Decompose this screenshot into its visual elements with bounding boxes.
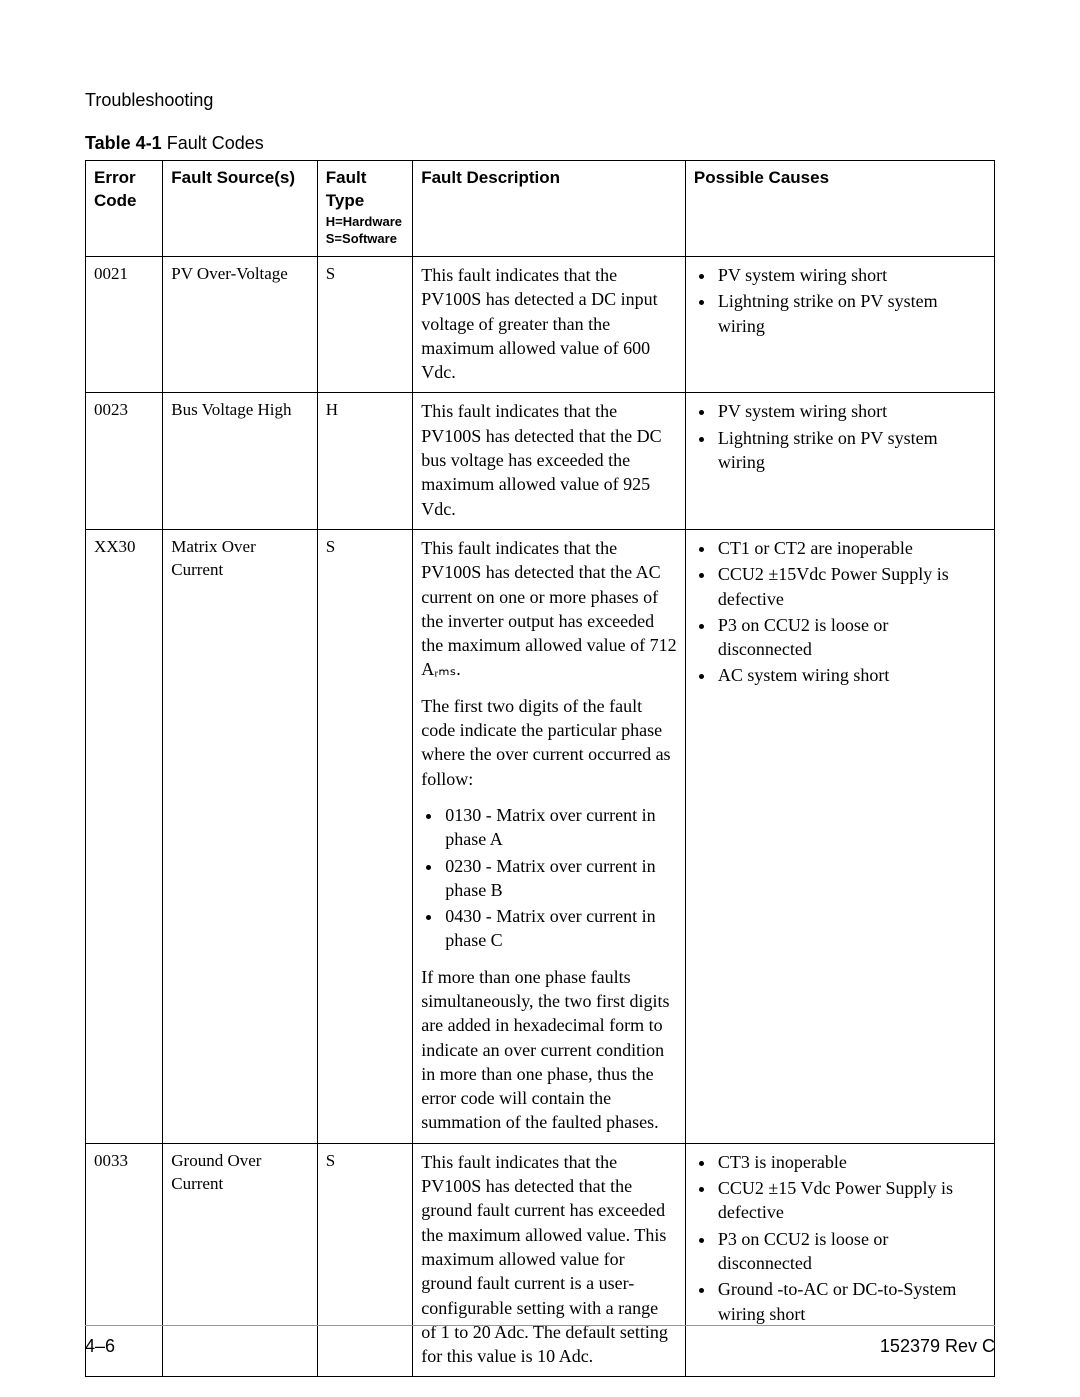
causes-bullet-item: CT1 or CT2 are inoperable [716,536,986,560]
col-error-code: Error Code [86,161,163,257]
table-body: 0021PV Over-VoltageSThis fault indicates… [86,256,995,1376]
causes-bullet-item: P3 on CCU2 is loose or disconnected [716,613,986,662]
table-header-row: Error Code Fault Source(s) Fault Type H=… [86,161,995,257]
table-row: XX30Matrix Over CurrentSThis fault indic… [86,529,995,1143]
table-caption-number: Table 4-1 [85,133,162,153]
causes-bullet-item: P3 on CCU2 is loose or disconnected [716,1227,986,1276]
footer-page-number: 4–6 [85,1336,115,1357]
col-fault-description: Fault Description [413,161,686,257]
cell-fault-source: PV Over-Voltage [163,256,318,392]
causes-bullet-list: CT3 is inoperableCCU2 ±15 Vdc Power Supp… [694,1150,986,1326]
table-row: 0021PV Over-VoltageSThis fault indicates… [86,256,995,392]
cell-fault-description: This fault indicates that the PV100S has… [413,256,686,392]
page: Troubleshooting Table 4-1 Fault Codes Er… [0,0,1080,1397]
desc-paragraph: This fault indicates that the PV100S has… [421,399,677,520]
section-title: Troubleshooting [85,90,995,111]
cell-fault-type: S [317,529,412,1143]
cell-fault-source: Matrix Over Current [163,529,318,1143]
cell-possible-causes: PV system wiring short Lightning strike o… [685,393,994,529]
causes-bullet-item: AC system wiring short [716,663,986,687]
cell-possible-causes: CT1 or CT2 are inoperableCCU2 ±15Vdc Pow… [685,529,994,1143]
causes-bullet-item: PV system wiring short [716,399,986,423]
causes-bullet-list: PV system wiring shortLightning strike o… [694,263,986,338]
cell-fault-type: H [317,393,412,529]
col-fault-sources: Fault Source(s) [163,161,318,257]
desc-bullet-item: 0430 - Matrix over current in phase C [443,904,677,953]
col-fault-type-sub1: H=Hardware [326,213,404,231]
desc-bullet-list: 0130 - Matrix over current in phase A023… [421,803,677,953]
desc-paragraph: If more than one phase faults simultaneo… [421,965,677,1135]
cell-fault-description: This fault indicates that the PV100S has… [413,529,686,1143]
col-fault-type-title: Fault Type [326,168,367,210]
desc-paragraph: This fault indicates that the PV100S has… [421,536,677,682]
table-caption-text: Fault Codes [167,133,264,153]
col-fault-type-sub2: S=Software [326,230,404,248]
causes-bullet-list: CT1 or CT2 are inoperableCCU2 ±15Vdc Pow… [694,536,986,688]
col-fault-type: Fault Type H=Hardware S=Software [317,161,412,257]
causes-bullet-item: Lightning strike on PV system wiring [716,289,986,338]
desc-paragraph: The first two digits of the fault code i… [421,694,677,791]
causes-bullet-item: CCU2 ±15Vdc Power Supply is defective [716,562,986,611]
causes-bullet-item: Lightning strike on PV system wiring [716,426,986,475]
fault-codes-table: Error Code Fault Source(s) Fault Type H=… [85,160,995,1377]
table-row: 0023Bus Voltage HighHThis fault indicate… [86,393,995,529]
desc-paragraph: This fault indicates that the PV100S has… [421,263,677,384]
table-caption: Table 4-1 Fault Codes [85,133,995,154]
desc-bullet-item: 0230 - Matrix over current in phase B [443,854,677,903]
footer-rule [85,1325,995,1326]
causes-bullet-item: CT3 is inoperable [716,1150,986,1174]
cell-possible-causes: PV system wiring shortLightning strike o… [685,256,994,392]
cell-fault-description: This fault indicates that the PV100S has… [413,393,686,529]
causes-bullet-item: CCU2 ±15 Vdc Power Supply is defective [716,1176,986,1225]
cell-fault-source: Bus Voltage High [163,393,318,529]
causes-bullet-list: PV system wiring short Lightning strike o… [694,399,986,474]
page-footer: 4–6 152379 Rev C [85,1325,995,1357]
footer-doc-rev: 152379 Rev C [880,1336,995,1357]
desc-bullet-item: 0130 - Matrix over current in phase A [443,803,677,852]
cell-fault-type: S [317,256,412,392]
cell-error-code: 0021 [86,256,163,392]
cell-error-code: 0023 [86,393,163,529]
causes-bullet-item: PV system wiring short [716,263,986,287]
causes-bullet-item: Ground -to-AC or DC-to-System wiring sho… [716,1277,986,1326]
col-possible-causes: Possible Causes [685,161,994,257]
cell-error-code: XX30 [86,529,163,1143]
